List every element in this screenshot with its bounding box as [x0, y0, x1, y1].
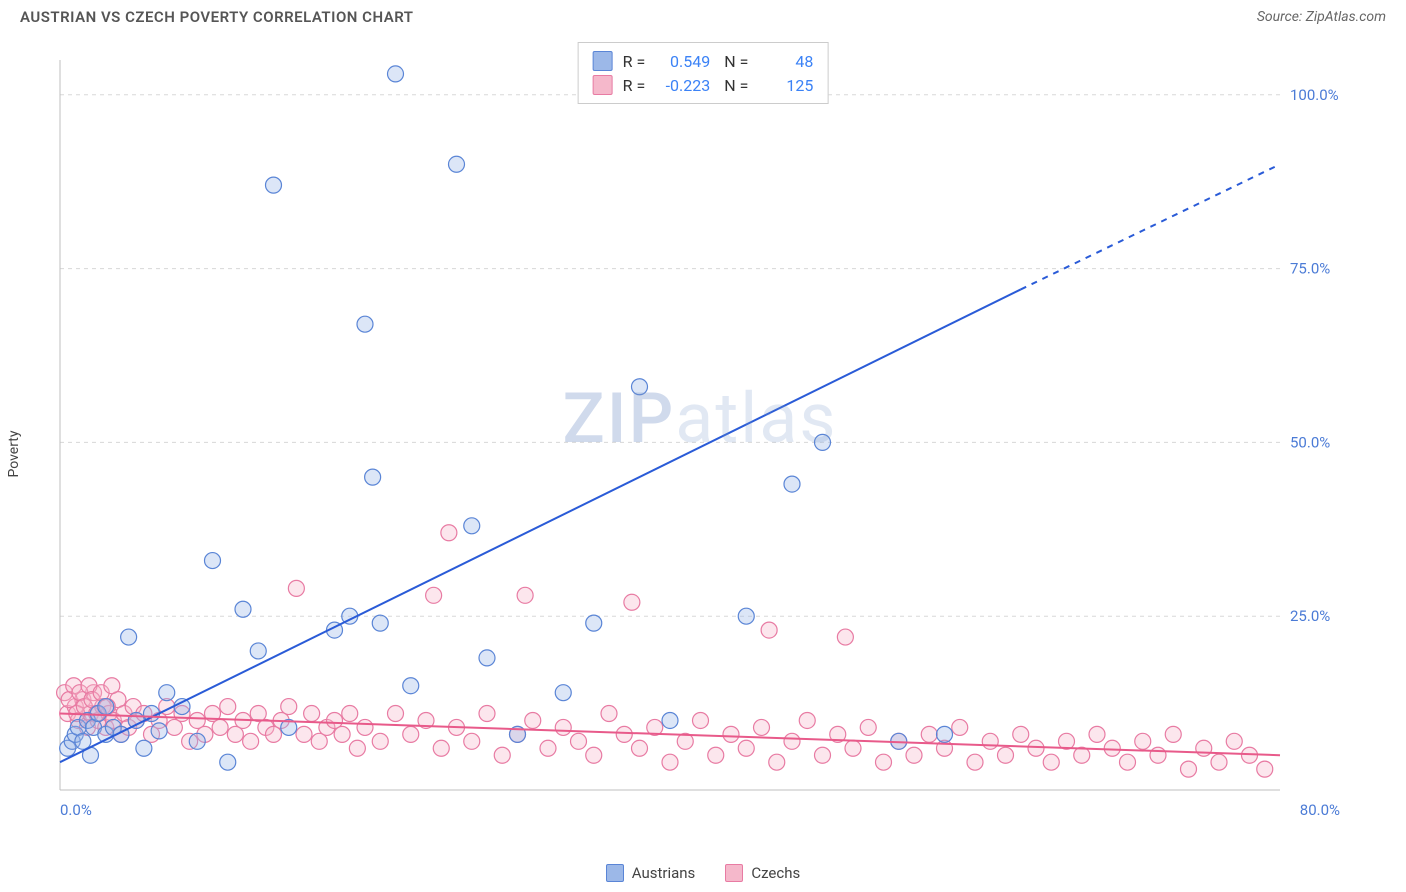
- source-label: Source: ZipAtlas.com: [1257, 9, 1386, 25]
- stat-row-austrians: R = 0.549 N = 48: [593, 49, 814, 73]
- r-label: R =: [623, 76, 646, 95]
- swatch-icon: [593, 75, 613, 95]
- chart-title: AUSTRIAN VS CZECH POVERTY CORRELATION CH…: [20, 8, 414, 26]
- correlation-stat-box: R = 0.549 N = 48 R = -0.223 N = 125: [578, 42, 829, 104]
- n-value: 48: [758, 52, 813, 71]
- bottom-legend: Austrians Czechs: [0, 864, 1406, 882]
- r-value: 0.549: [655, 52, 710, 71]
- svg-text:80.0%: 80.0%: [1300, 801, 1340, 819]
- chart-svg: 25.0% 50.0% 75.0% 100.0% 0.0% 80.0%: [50, 40, 1350, 830]
- legend-label: Czechs: [751, 864, 800, 882]
- legend-item-czechs: Czechs: [725, 864, 800, 882]
- svg-text:25.0%: 25.0%: [1290, 607, 1330, 625]
- swatch-icon: [725, 864, 743, 882]
- n-value: 125: [758, 76, 813, 95]
- swatch-icon: [606, 864, 624, 882]
- swatch-icon: [593, 51, 613, 71]
- svg-text:0.0%: 0.0%: [60, 801, 92, 819]
- stat-row-czechs: R = -0.223 N = 125: [593, 73, 814, 97]
- n-label: N =: [720, 76, 748, 95]
- r-label: R =: [623, 52, 646, 71]
- chart-container: AUSTRIAN VS CZECH POVERTY CORRELATION CH…: [0, 0, 1406, 892]
- header: AUSTRIAN VS CZECH POVERTY CORRELATION CH…: [0, 0, 1406, 30]
- y-axis-label: Poverty: [6, 430, 22, 477]
- n-label: N =: [720, 52, 748, 71]
- svg-text:100.0%: 100.0%: [1290, 86, 1339, 104]
- r-value: -0.223: [655, 76, 710, 95]
- svg-text:75.0%: 75.0%: [1290, 260, 1330, 278]
- legend-label: Austrians: [632, 864, 696, 882]
- svg-text:50.0%: 50.0%: [1290, 433, 1330, 451]
- legend-item-austrians: Austrians: [606, 864, 696, 882]
- chart-plot-area: 25.0%50.0%75.0%100.0%0.0%80.0% ZIPatlas: [50, 40, 1350, 830]
